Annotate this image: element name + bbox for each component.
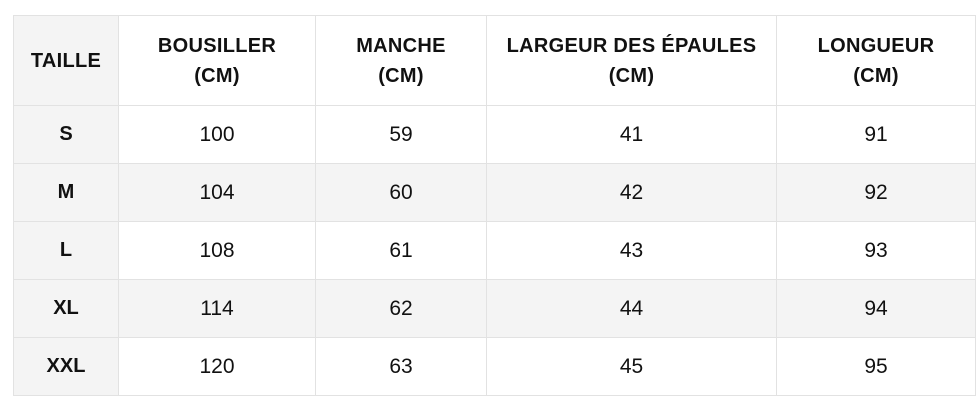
sleeve-cell: 59 xyxy=(315,105,487,164)
table-row-xxl: XXL 120 63 45 95 xyxy=(13,337,976,396)
table-row-l: L 108 61 43 93 xyxy=(13,221,976,280)
header-row: TAILLE BOUSILLER (CM) MANCHE (CM) LARGEU… xyxy=(13,15,976,106)
sleeve-cell: 61 xyxy=(315,221,487,280)
size-table-container: TAILLE BOUSILLER (CM) MANCHE (CM) LARGEU… xyxy=(13,15,976,396)
shoulder-cell: 45 xyxy=(486,337,777,396)
length-cell: 92 xyxy=(776,163,976,222)
sleeve-cell: 63 xyxy=(315,337,487,396)
size-cell: XXL xyxy=(13,337,119,396)
bust-cell: 100 xyxy=(118,105,316,164)
size-cell: XL xyxy=(13,279,119,338)
length-cell: 91 xyxy=(776,105,976,164)
size-table: TAILLE BOUSILLER (CM) MANCHE (CM) LARGEU… xyxy=(13,15,976,396)
length-cell: 94 xyxy=(776,279,976,338)
column-header-label: BOUSILLER xyxy=(157,34,277,57)
table-row-m: M 104 60 42 92 xyxy=(13,163,976,222)
shoulder-cell: 44 xyxy=(486,279,777,338)
length-cell: 93 xyxy=(776,221,976,280)
column-header-largeur-epaules: LARGEUR DES ÉPAULES (CM) xyxy=(486,15,777,106)
column-header-label: LONGUEUR xyxy=(817,34,935,57)
size-cell: S xyxy=(13,105,119,164)
column-header-unit: (CM) xyxy=(608,64,655,87)
bust-cell: 120 xyxy=(118,337,316,396)
bust-cell: 104 xyxy=(118,163,316,222)
shoulder-cell: 43 xyxy=(486,221,777,280)
length-cell: 95 xyxy=(776,337,976,396)
column-header-unit: (CM) xyxy=(194,64,240,87)
column-header-unit: (CM) xyxy=(378,64,424,87)
bust-cell: 108 xyxy=(118,221,316,280)
sleeve-cell: 60 xyxy=(315,163,487,222)
column-header-manche: MANCHE (CM) xyxy=(315,15,487,106)
table-row-s: S 100 59 41 91 xyxy=(13,105,976,164)
shoulder-cell: 42 xyxy=(486,163,777,222)
bust-cell: 114 xyxy=(118,279,316,338)
table-row-xl: XL 114 62 44 94 xyxy=(13,279,976,338)
column-header-longueur: LONGUEUR (CM) xyxy=(776,15,976,106)
column-header-label: MANCHE xyxy=(356,34,446,57)
size-cell: M xyxy=(13,163,119,222)
column-header-label: TAILLE xyxy=(30,49,102,72)
column-header-taille: TAILLE xyxy=(13,15,119,106)
column-header-bousiller: BOUSILLER (CM) xyxy=(118,15,316,106)
column-header-label: LARGEUR DES ÉPAULES xyxy=(506,34,757,57)
sleeve-cell: 62 xyxy=(315,279,487,338)
size-cell: L xyxy=(13,221,119,280)
shoulder-cell: 41 xyxy=(486,105,777,164)
column-header-unit: (CM) xyxy=(853,64,899,87)
